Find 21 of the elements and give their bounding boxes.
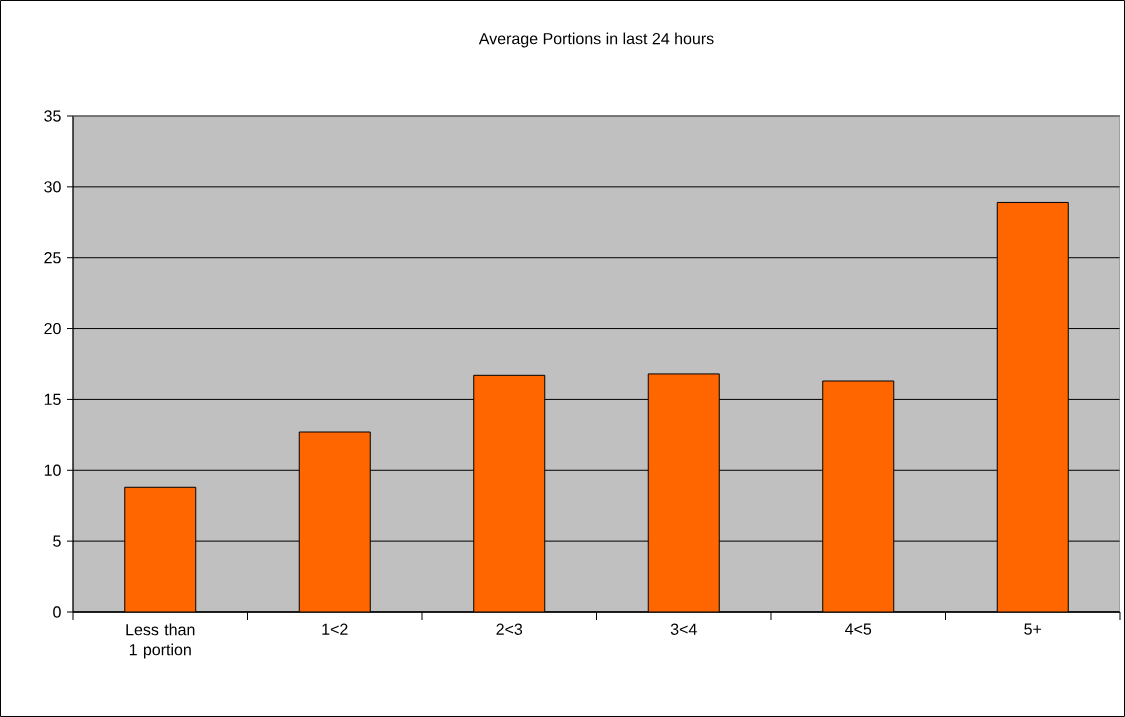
y-tick-label: 30 [44,181,61,193]
y-tick-label: 35 [44,110,61,122]
x-tick-label: 5+ [1024,623,1042,635]
y-tick-label: 15 [44,393,61,405]
y-tick-label: 20 [44,322,61,335]
x-tick-label: 2<3 [496,623,523,635]
x-tick-label: Less than 1 portion [126,623,195,659]
bar [473,374,546,612]
y-tick-label: 10 [44,464,61,476]
x-tick-label: 1<2 [322,623,348,635]
x-tick-label: 3<4 [670,623,697,635]
bar [996,201,1069,612]
bar [124,486,197,612]
bar [298,431,371,612]
chart-title: Average Portions in last 24 hours [478,32,714,48]
y-tick-label: 5 [53,535,61,547]
bar [647,373,720,612]
bar [822,380,895,612]
y-tick-label: 0 [53,606,61,618]
y-tick-label: 25 [44,252,61,264]
x-tick-label: 4<5 [845,623,872,635]
